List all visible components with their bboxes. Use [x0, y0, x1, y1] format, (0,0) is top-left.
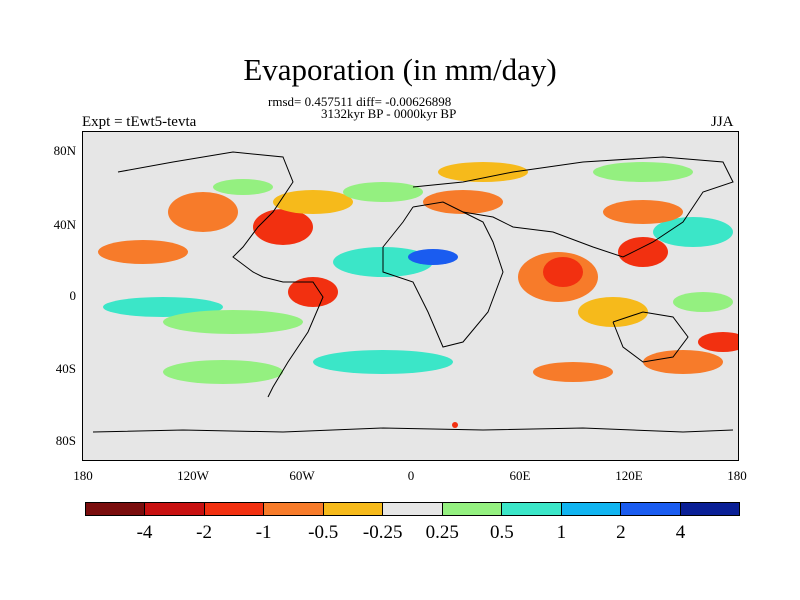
- coastlines: [92, 151, 734, 433]
- colorbar-label: -1: [255, 522, 272, 543]
- lon-tick-60e: 60E: [509, 468, 531, 483]
- colorbar-label: -0.5: [308, 522, 339, 543]
- colorbar-segment: [680, 503, 739, 515]
- lat-tick-40n: 40N: [53, 217, 76, 232]
- season-label: JJA: [711, 114, 734, 130]
- colorbar-label: 4: [675, 522, 686, 543]
- colorbar-label: 0.5: [489, 522, 514, 543]
- lat-tick-0: 0: [69, 288, 77, 303]
- lon-tick-180w: 180: [73, 468, 93, 483]
- colorbar-segment: [502, 503, 562, 515]
- lon-tick-120w: 120W: [177, 468, 209, 483]
- colorbar-label: -4: [136, 522, 153, 543]
- colorbar: [85, 502, 740, 516]
- colorbar-label: 0.25: [425, 522, 459, 543]
- lat-tick-80n: 80N: [53, 143, 76, 158]
- colorbar-label: 2: [616, 522, 626, 543]
- colorbar-segment: [323, 503, 384, 515]
- colorbar-segment: [561, 503, 622, 515]
- colorbar-label: 1: [556, 522, 567, 543]
- colorbar-label: -2: [196, 522, 212, 543]
- colorbar-segment: [383, 503, 443, 515]
- anomaly-contours: [98, 162, 738, 384]
- colorbar-segment: [204, 503, 265, 515]
- colorbar-label: -0.25: [362, 522, 403, 543]
- experiment-label: Expt = tEwt5-tevta: [82, 114, 197, 130]
- rmsd-diff-line: rmsd= 0.457511 diff= -0.00626898: [268, 94, 452, 109]
- small-anomaly-point: [452, 422, 458, 428]
- lon-tick-0: 0: [407, 468, 415, 483]
- colorbar-segment: [145, 503, 205, 515]
- map-title: Evaporation (in mm/day): [243, 52, 557, 87]
- lat-tick-40s: 40S: [55, 361, 76, 376]
- lon-tick-60w: 60W: [289, 468, 315, 483]
- lat-tick-80s: 80S: [55, 433, 76, 448]
- colorbar-segment: [442, 503, 503, 515]
- evaporation-field: [92, 151, 738, 433]
- lon-tick-120e: 120E: [615, 468, 643, 483]
- colorbar-segment: [621, 503, 681, 515]
- period-line: 3132kyr BP - 0000kyr BP: [321, 106, 457, 121]
- lon-tick-180e: 180: [727, 468, 747, 483]
- map-plot-area: [82, 131, 739, 461]
- colorbar-segment: [264, 503, 324, 515]
- colorbar-segment: [86, 503, 146, 515]
